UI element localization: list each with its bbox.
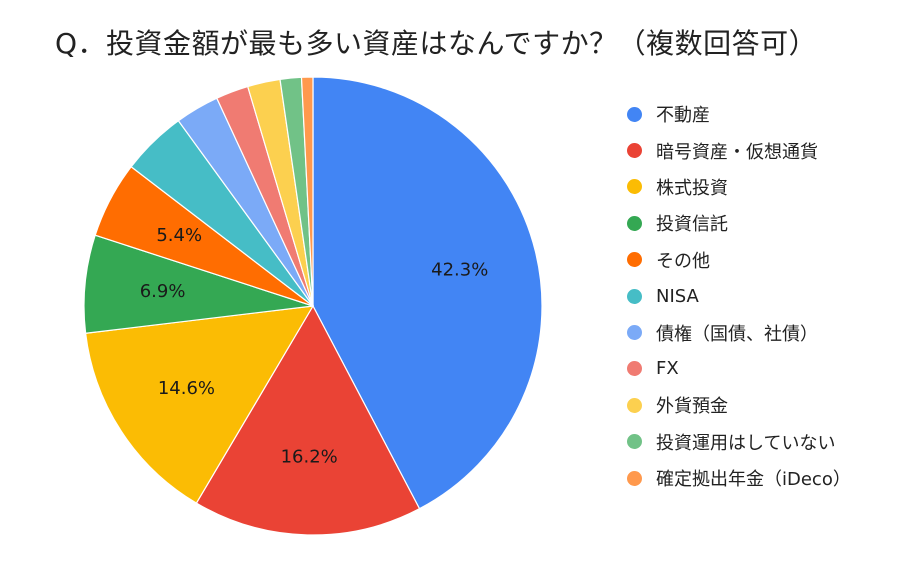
legend-label: 投資信託 bbox=[656, 214, 728, 236]
legend-item: 確定拠出年金（iDeco） bbox=[627, 460, 851, 496]
legend-swatch-icon bbox=[627, 143, 642, 159]
legend-label: その他 bbox=[656, 250, 710, 272]
pie-slice-11 bbox=[300, 76, 314, 307]
pie-slice-2 bbox=[195, 304, 421, 536]
legend-swatch-icon bbox=[627, 434, 642, 450]
legend-item: 株式投資 bbox=[627, 169, 851, 205]
legend-item: FX bbox=[627, 351, 851, 387]
legend-swatch-icon bbox=[627, 361, 642, 377]
legend-item: 債権（国債、社債） bbox=[627, 314, 851, 350]
legend-item: 投資信託 bbox=[627, 205, 851, 241]
data-label-slice-2: 16.2% bbox=[281, 447, 338, 468]
legend-swatch-icon bbox=[627, 106, 642, 122]
data-label-slice-3: 14.6% bbox=[158, 378, 215, 399]
pie-slice-3 bbox=[84, 305, 315, 504]
legend-label: 確定拠出年金（iDeco） bbox=[656, 469, 851, 491]
legend: 不動産暗号資産・仮想通貨 株式投資投資信託その他 NISA 債権（国債、社債） FX 外貨… bbox=[627, 96, 851, 496]
chart-title: Q．投資金額が最も多い資産はなんですか？（複数回答可） bbox=[55, 27, 818, 60]
legend-item: 投資運用はしていない bbox=[627, 424, 851, 460]
legend-item: その他 bbox=[627, 242, 851, 278]
legend-label: NISA bbox=[656, 285, 699, 307]
data-label-slice-4: 6.9% bbox=[140, 281, 186, 302]
legend-swatch-icon bbox=[627, 215, 642, 231]
pie-labels: 42.3% 16.2% 14.6% 6.9% 5.4% bbox=[140, 225, 489, 467]
legend-label: FX bbox=[656, 358, 679, 380]
legend-swatch-icon bbox=[627, 252, 642, 268]
legend-item: 暗号資産・仮想通貨 bbox=[627, 132, 851, 168]
legend-label: 債権（国債、社債） bbox=[656, 323, 818, 345]
legend-swatch-icon bbox=[627, 325, 642, 341]
legend-label: 外貨預金 bbox=[656, 396, 728, 418]
legend-swatch-icon bbox=[627, 397, 642, 413]
legend-item: NISA bbox=[627, 278, 851, 314]
legend-swatch-icon bbox=[627, 288, 642, 304]
legend-swatch-icon bbox=[627, 470, 642, 486]
data-label-slice-1: 42.3% bbox=[431, 259, 488, 280]
pie-slices bbox=[83, 76, 543, 536]
legend-label: 暗号資産・仮想通貨 bbox=[656, 141, 818, 163]
legend-label: 投資運用はしていない bbox=[656, 432, 836, 454]
legend-item: 外貨預金 bbox=[627, 387, 851, 423]
data-label-slice-5: 5.4% bbox=[156, 225, 202, 246]
legend-label: 株式投資 bbox=[656, 177, 728, 199]
legend-item: 不動産 bbox=[627, 96, 851, 132]
legend-swatch-icon bbox=[627, 179, 642, 195]
pie-slice-1 bbox=[312, 76, 543, 510]
legend-label: 不動産 bbox=[656, 105, 710, 127]
